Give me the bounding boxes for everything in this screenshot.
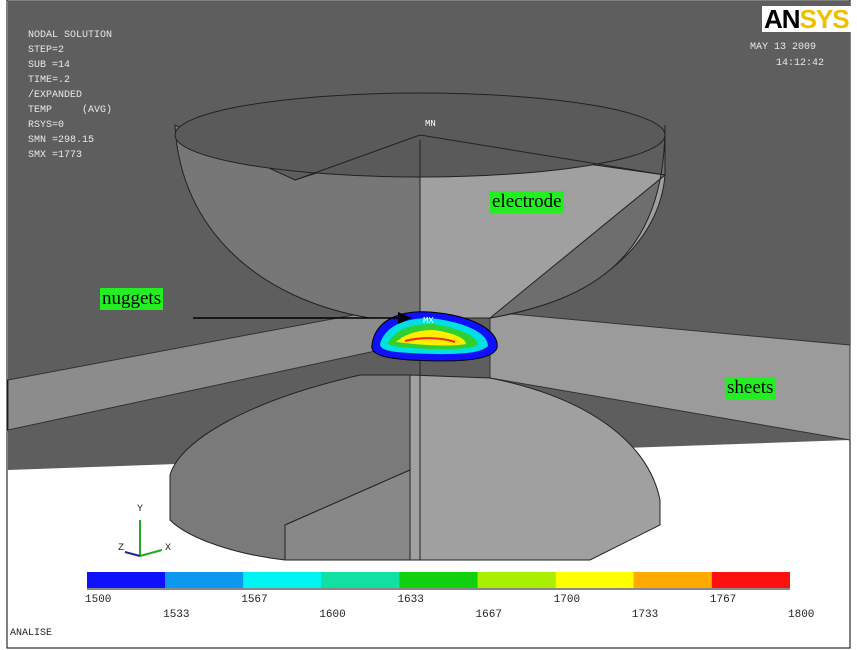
- legend-label: 1500: [85, 594, 111, 606]
- logo-an: AN: [764, 4, 800, 34]
- time: 14:12:42: [776, 56, 824, 71]
- legend-label: 1767: [710, 594, 736, 606]
- triad-z-label: Z: [118, 543, 124, 554]
- legend-label: 1733: [632, 609, 658, 621]
- legend-swatch: [243, 572, 321, 588]
- triad-x-label: X: [165, 543, 171, 554]
- info-line: SUB =14: [28, 58, 112, 73]
- legend-swatch: [712, 572, 790, 588]
- legend-label: 1633: [397, 594, 423, 606]
- legend-label: 1800: [788, 609, 814, 621]
- legend-label: 1567: [241, 594, 267, 606]
- triad-y-label: Y: [137, 504, 143, 515]
- legend-swatch: [634, 572, 712, 588]
- screenshot: ANSYS NODAL SOLUTIONSTEP=2SUB =14TIME=.2…: [0, 0, 857, 650]
- logo: ANSYS: [762, 6, 851, 32]
- info-line: TEMP (AVG): [28, 103, 112, 118]
- legend-swatch: [165, 572, 243, 588]
- date: MAY 13 2009: [750, 40, 816, 55]
- legend-label: 1700: [554, 594, 580, 606]
- legend-swatch: [556, 572, 634, 588]
- footer: ANALISE: [10, 628, 52, 639]
- legend-swatch: [321, 572, 399, 588]
- info-line: STEP=2: [28, 43, 112, 58]
- max-marker: MX: [423, 314, 434, 329]
- info-line: SMN =298.15: [28, 133, 112, 148]
- info-line: SMX =1773: [28, 148, 112, 163]
- min-marker: MN: [425, 117, 436, 132]
- info-line: /EXPANDED: [28, 88, 112, 103]
- legend-swatch: [478, 572, 556, 588]
- logo-sys: SYS: [800, 4, 849, 34]
- legend-label: 1600: [319, 609, 345, 621]
- info-line: TIME=.2: [28, 73, 112, 88]
- electrode-label: electrode: [490, 191, 564, 213]
- nuggets-label: nuggets: [100, 288, 163, 310]
- legend-swatch: [399, 572, 477, 588]
- sheets-label: sheets: [725, 377, 775, 399]
- legend-label: 1667: [476, 609, 502, 621]
- info-line: NODAL SOLUTION: [28, 28, 112, 43]
- legend-swatch: [87, 572, 165, 588]
- legend-label: 1533: [163, 609, 189, 621]
- info-line: RSYS=0: [28, 118, 112, 133]
